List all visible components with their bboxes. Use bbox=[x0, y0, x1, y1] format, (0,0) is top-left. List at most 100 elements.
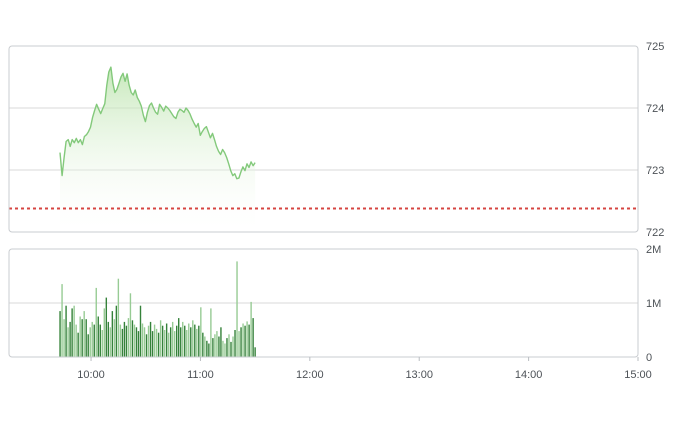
volume-bar bbox=[59, 311, 61, 357]
volume-panel[interactable]: 2M 1M 0 bbox=[8, 244, 661, 364]
volume-bar bbox=[103, 308, 105, 357]
volume-bar bbox=[111, 311, 114, 357]
price-axis-labels: 725 724 723 722 bbox=[646, 41, 664, 239]
volume-bar bbox=[194, 324, 196, 357]
volume-bar bbox=[220, 327, 222, 357]
volume-bar bbox=[161, 325, 164, 357]
volume-bar bbox=[125, 325, 128, 357]
volume-bar bbox=[176, 325, 178, 357]
volume-bar bbox=[73, 305, 75, 357]
volume-bar bbox=[133, 324, 136, 357]
time-tick-label: 14:00 bbox=[515, 369, 543, 381]
volume-bar bbox=[190, 327, 192, 357]
price-area-fill bbox=[60, 67, 256, 232]
volume-bar bbox=[89, 327, 91, 357]
volume-axis-labels: 2M 1M 0 bbox=[646, 244, 661, 364]
time-tick-label: 15:00 bbox=[624, 369, 652, 381]
volume-bar bbox=[200, 307, 202, 357]
volume-bar bbox=[105, 297, 108, 357]
volume-bar bbox=[93, 324, 95, 357]
volume-bar bbox=[198, 325, 200, 357]
volume-bar bbox=[129, 293, 132, 357]
price-y-tick-label: 724 bbox=[646, 103, 664, 115]
volume-bar bbox=[135, 327, 138, 357]
volume-bar bbox=[123, 321, 126, 357]
volume-bar bbox=[254, 347, 256, 357]
volume-bar bbox=[117, 278, 120, 357]
volume-bar bbox=[109, 327, 112, 357]
volume-bar bbox=[65, 305, 67, 357]
volume-bar bbox=[151, 331, 154, 357]
volume-bar bbox=[127, 318, 130, 357]
volume-bar bbox=[145, 334, 148, 357]
volume-bar bbox=[244, 325, 246, 357]
volume-bar bbox=[228, 334, 230, 357]
price-y-tick-label: 725 bbox=[646, 41, 664, 53]
price-line bbox=[59, 66, 256, 180]
price-area-series bbox=[59, 66, 256, 232]
volume-bars bbox=[59, 261, 256, 357]
volume-bar bbox=[63, 319, 65, 357]
volume-bar bbox=[206, 340, 208, 357]
volume-bar bbox=[184, 325, 186, 357]
volume-bar bbox=[210, 308, 212, 357]
volume-bar bbox=[71, 308, 73, 357]
volume-bar bbox=[236, 261, 238, 357]
volume-bar bbox=[69, 321, 71, 357]
volume-bar bbox=[169, 327, 172, 357]
price-panel-border bbox=[8, 45, 639, 233]
volume-bar bbox=[75, 324, 77, 357]
volume-bar bbox=[157, 332, 160, 357]
volume-bar bbox=[85, 319, 87, 357]
volume-bar bbox=[248, 324, 250, 357]
volume-bar bbox=[95, 287, 97, 357]
volume-y-tick-label: 2M bbox=[646, 244, 661, 256]
volume-bar bbox=[165, 323, 168, 357]
volume-bar bbox=[224, 343, 226, 357]
volume-bar bbox=[141, 323, 144, 357]
volume-bar bbox=[143, 327, 146, 357]
volume-bar bbox=[107, 321, 110, 357]
volume-bar bbox=[192, 320, 194, 357]
volume-bar bbox=[97, 316, 99, 357]
volume-bar bbox=[81, 319, 83, 357]
volume-bar bbox=[147, 325, 150, 357]
volume-panel-frame bbox=[8, 248, 639, 358]
volume-bar bbox=[216, 331, 218, 357]
volume-bar bbox=[61, 284, 63, 357]
volume-bar bbox=[99, 324, 101, 357]
volume-bar bbox=[214, 334, 216, 357]
volume-bar bbox=[77, 332, 79, 357]
volume-bar bbox=[91, 321, 93, 357]
volume-bar bbox=[159, 320, 162, 357]
volume-bar bbox=[234, 330, 236, 357]
volume-bar bbox=[252, 318, 254, 357]
volume-bar bbox=[139, 305, 142, 357]
volume-bar bbox=[238, 331, 240, 357]
volume-bar bbox=[153, 324, 156, 357]
volume-bar bbox=[182, 321, 184, 357]
time-tick-label: 10:00 bbox=[77, 369, 105, 381]
volume-bar bbox=[167, 332, 170, 357]
volume-bar bbox=[173, 331, 176, 357]
volume-y-tick-label: 1M bbox=[646, 298, 661, 310]
volume-bar bbox=[222, 340, 224, 357]
volume-bar bbox=[79, 316, 81, 357]
price-panel[interactable]: 725 724 723 722 bbox=[8, 41, 664, 239]
volume-bar bbox=[171, 321, 174, 357]
volume-bar bbox=[113, 319, 116, 357]
time-tick-label: 11:00 bbox=[187, 369, 214, 381]
volume-bar bbox=[246, 321, 248, 357]
volume-bar bbox=[149, 321, 152, 357]
volume-bar bbox=[101, 330, 103, 357]
volume-bar bbox=[226, 338, 228, 357]
price-y-tick-label: 722 bbox=[646, 227, 664, 239]
volume-bar bbox=[178, 318, 180, 357]
volume-bar bbox=[87, 334, 89, 357]
volume-bar bbox=[202, 332, 204, 357]
volume-bar bbox=[119, 324, 122, 357]
volume-bar bbox=[242, 323, 244, 357]
time-tick-label: 12:00 bbox=[296, 369, 324, 381]
